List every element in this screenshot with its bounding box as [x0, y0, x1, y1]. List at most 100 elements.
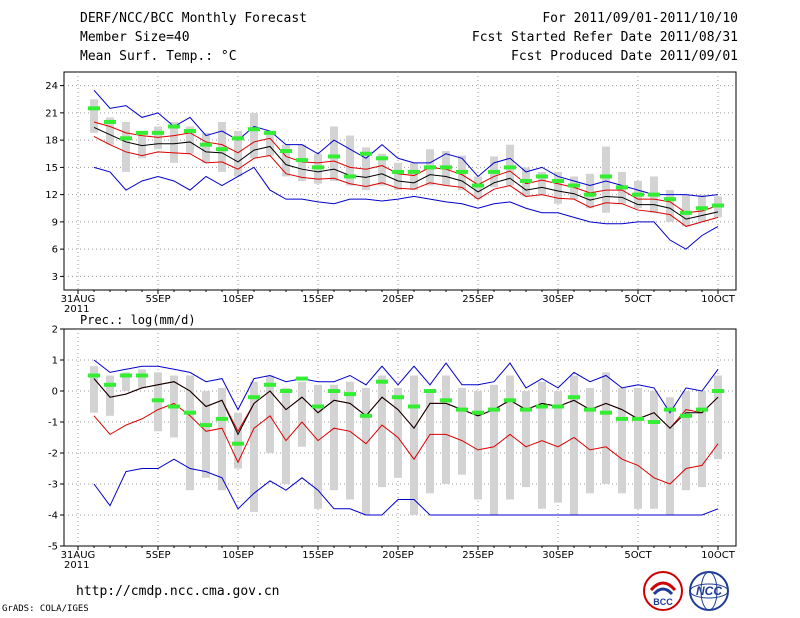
x-tick-year: 2011: [64, 560, 89, 571]
ensemble-box: [298, 381, 306, 447]
x-tick-label: 10SEP: [222, 294, 253, 305]
median-marker: [376, 379, 388, 384]
ensemble-box: [298, 144, 306, 181]
ensemble-box: [266, 375, 274, 453]
ensemble-box: [458, 387, 466, 475]
median-marker: [232, 136, 244, 141]
median-marker: [264, 130, 276, 135]
ensemble-box: [250, 112, 258, 159]
y-tick-label: 6: [52, 245, 58, 256]
ensemble-box: [330, 384, 338, 491]
median-marker: [616, 185, 628, 190]
ensemble-box: [602, 372, 610, 484]
ensemble-box: [602, 146, 610, 213]
ensemble-box: [218, 387, 226, 491]
max-line: [93, 359, 719, 414]
median-marker: [296, 158, 308, 163]
ensemble-box: [346, 381, 354, 500]
ensemble-box: [314, 384, 322, 509]
median-marker: [248, 395, 260, 400]
median-marker: [152, 130, 164, 135]
median-marker: [696, 407, 708, 412]
minus-std-line: [93, 402, 719, 485]
ensemble-box: [618, 387, 626, 494]
median-marker: [376, 156, 388, 161]
median-marker: [632, 192, 644, 197]
y-tick-label: -1: [48, 418, 58, 429]
median-marker: [696, 206, 708, 211]
median-marker: [408, 169, 420, 174]
ensemble-box: [90, 366, 98, 413]
ensemble-box: [650, 391, 658, 509]
y-tick-label: -4: [48, 511, 58, 522]
y-tick-label: 15: [45, 163, 58, 174]
median-marker: [328, 389, 340, 393]
median-marker: [312, 404, 324, 409]
x-tick-label: 30SEP: [542, 550, 573, 561]
median-marker: [552, 404, 564, 409]
ensemble-box: [586, 173, 594, 209]
median-marker: [456, 407, 468, 412]
ensemble-box: [666, 190, 674, 222]
ensemble-box: [570, 375, 578, 515]
median-marker: [712, 203, 724, 208]
y-tick-label: -3: [48, 480, 58, 491]
median-marker: [664, 197, 676, 202]
ensemble-box: [90, 99, 98, 133]
ensemble-box: [410, 375, 418, 515]
source-url[interactable]: http://cmdp.ncc.cma.gov.cn: [76, 584, 280, 599]
median-marker: [360, 151, 372, 156]
ensemble-box: [346, 135, 354, 186]
ensemble-box: [106, 375, 114, 416]
ensemble-box: [682, 391, 690, 491]
min-line: [93, 166, 719, 250]
median-marker: [232, 441, 244, 446]
median-marker: [136, 130, 148, 135]
ensemble-box: [138, 369, 146, 388]
median-marker: [584, 192, 596, 197]
median-marker: [616, 416, 628, 421]
ensemble-box: [186, 126, 194, 154]
median-marker: [120, 373, 132, 378]
ensemble-box: [474, 176, 482, 200]
ensemble-box: [170, 121, 178, 163]
median-marker: [312, 165, 324, 170]
y-tick-label: 18: [45, 136, 58, 147]
median-marker: [280, 389, 292, 393]
ensemble-box: [538, 171, 546, 195]
start-date: Fcst Started Refer Date 2011/08/31: [471, 30, 738, 45]
variable-label: Mean Surf. Temp.: °C: [80, 49, 237, 64]
produced-date: Fcst Produced Date 2011/09/01: [511, 49, 738, 64]
median-marker: [88, 106, 100, 111]
median-marker: [296, 376, 308, 381]
y-tick-label: 1: [52, 356, 58, 367]
ensemble-box: [378, 153, 386, 186]
median-marker: [440, 165, 452, 170]
ensemble-box: [634, 387, 642, 509]
plus-std-line: [93, 121, 719, 214]
median-marker: [392, 169, 404, 174]
median-marker: [504, 165, 516, 170]
ensemble-box: [538, 381, 546, 509]
median-marker: [216, 416, 228, 421]
ensemble-box: [554, 171, 562, 204]
median-marker: [632, 416, 644, 421]
median-marker: [120, 136, 132, 141]
median-marker: [568, 183, 580, 188]
median-marker: [568, 395, 580, 400]
ensemble-box: [138, 135, 146, 159]
median-marker: [424, 389, 436, 393]
ensemble-box: [250, 381, 258, 512]
ensemble-box: [442, 375, 450, 484]
max-line: [93, 89, 719, 197]
median-marker: [488, 407, 500, 412]
median-marker: [184, 410, 196, 415]
median-marker: [536, 174, 548, 179]
median-marker: [200, 142, 212, 147]
ncc-logo: NCC: [686, 570, 732, 616]
panel-frame: [63, 71, 737, 291]
median-marker: [264, 382, 276, 387]
ensemble-box: [378, 375, 386, 488]
y-tick-label: -5: [48, 542, 58, 553]
ensemble-box: [362, 387, 370, 515]
